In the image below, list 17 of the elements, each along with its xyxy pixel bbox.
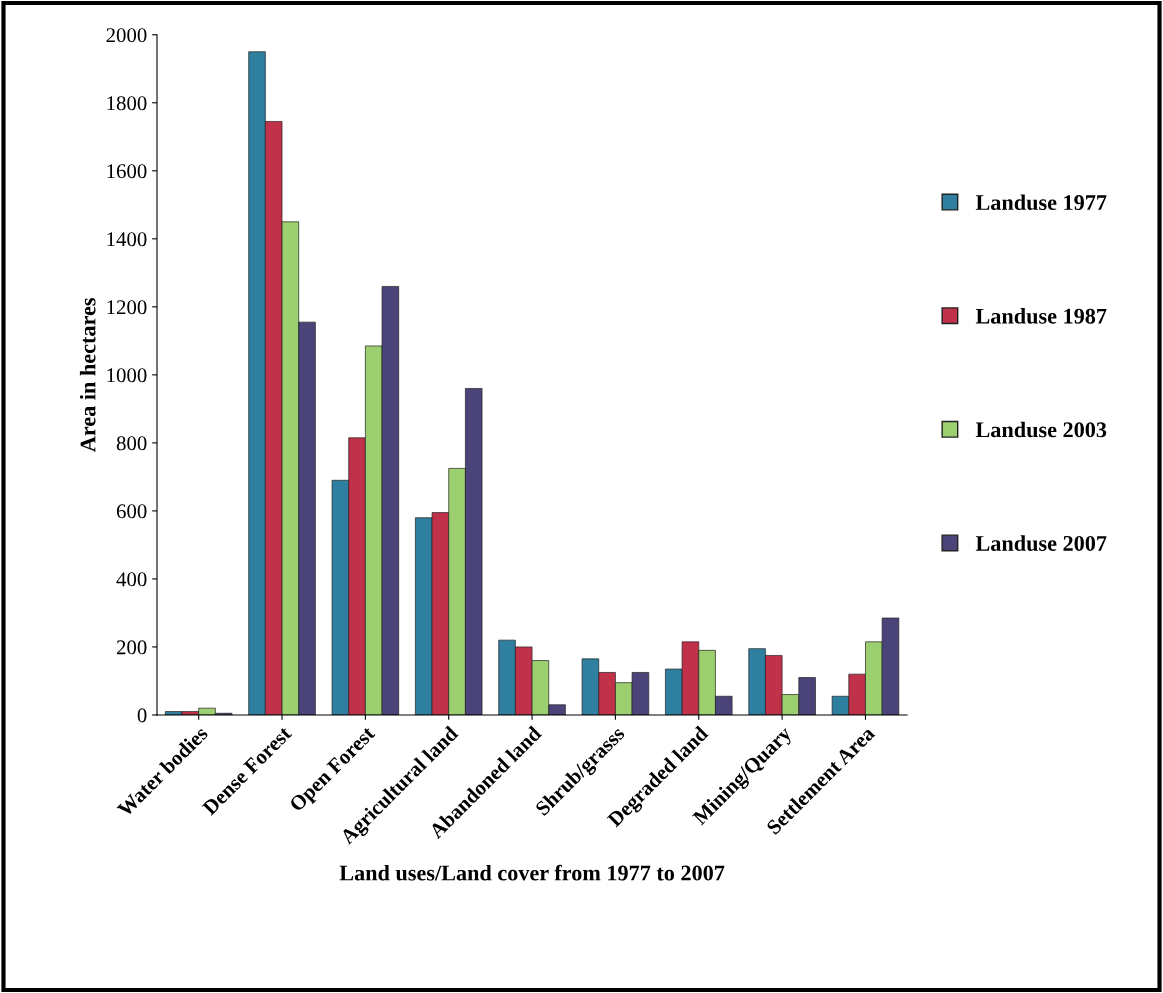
legend-label: Landuse 2007 — [975, 535, 1107, 551]
y-tick-label: 1400 — [107, 232, 147, 247]
y-tick-label: 1200 — [107, 300, 147, 315]
y-tick-label: 0 — [137, 708, 147, 723]
legend-label: Landuse 2003 — [975, 421, 1107, 438]
y-tick-label: 800 — [116, 436, 147, 451]
y-tick-label: 400 — [116, 572, 147, 587]
legend-label: Landuse 1987 — [975, 308, 1107, 324]
y-tick-label: 1800 — [107, 96, 147, 111]
y-tick-label: 1000 — [107, 368, 147, 383]
y-tick-label: 600 — [116, 504, 147, 519]
x-axis-title: Land uses/Land cover from 1977 to 2007 — [339, 864, 725, 881]
y-tick-label: 1600 — [107, 164, 147, 179]
y-tick-label: 2000 — [106, 28, 147, 43]
legend-label: Landuse 1977 — [975, 194, 1107, 211]
y-tick-label: 200 — [116, 640, 147, 655]
y-axis-title: Area in hectares — [79, 298, 96, 452]
